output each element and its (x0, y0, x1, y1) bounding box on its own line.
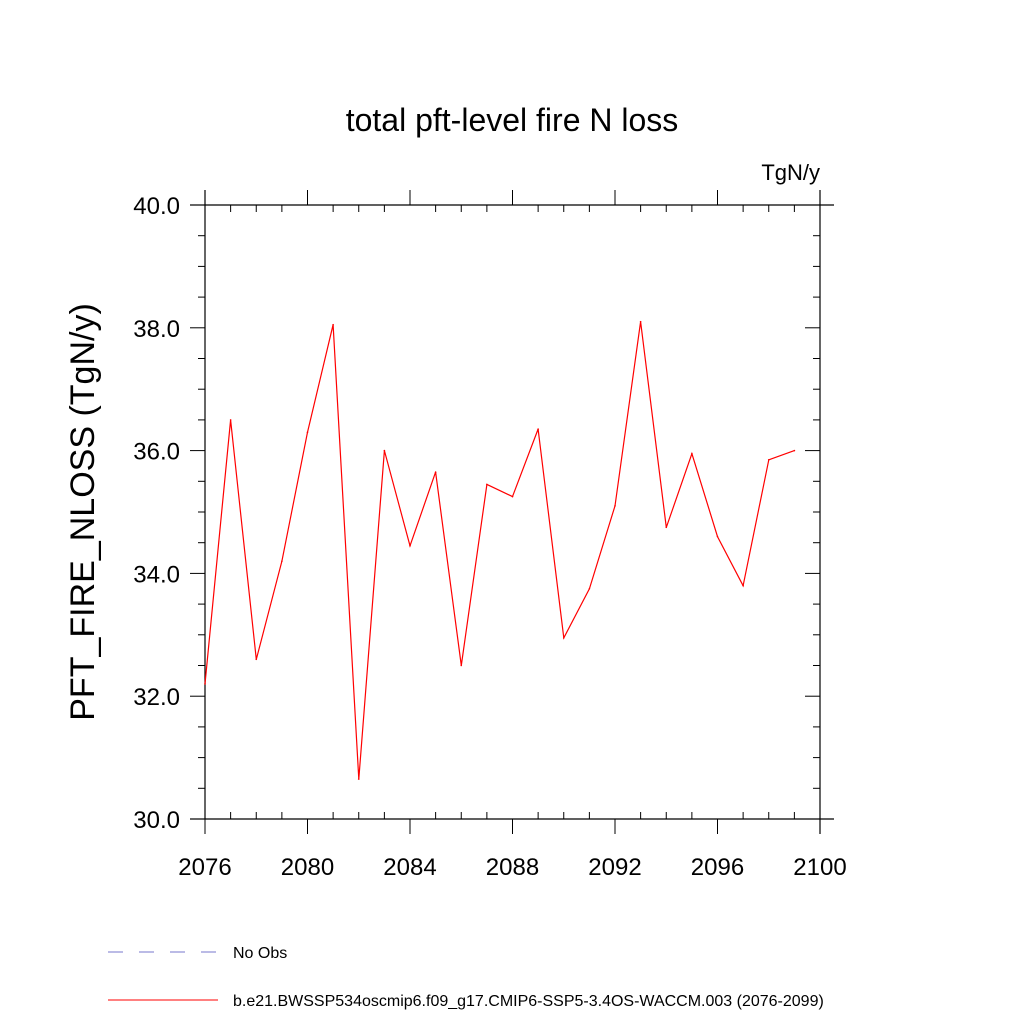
data-point (588, 587, 591, 590)
y-tick-label: 32.0 (133, 684, 180, 711)
x-tick-label: 2080 (281, 854, 334, 881)
y-axis-label: PFT_FIRE_NLOSS (TgN/y) (64, 303, 102, 721)
data-point (767, 459, 770, 461)
x-tick-label: 2084 (383, 854, 436, 881)
y-tick-label: 40.0 (133, 193, 180, 220)
data-point (357, 778, 360, 780)
data-point (255, 658, 258, 661)
x-tick-label: 2076 (178, 854, 231, 881)
data-point (486, 483, 488, 486)
data-point (383, 449, 386, 452)
y-tick-label: 30.0 (133, 807, 180, 834)
legend-label-0: No Obs (233, 945, 287, 962)
data-point (460, 664, 463, 667)
data-point (306, 431, 309, 433)
x-tick-label: 2100 (793, 854, 846, 881)
units-label: TgN/y (761, 160, 820, 185)
data-point (332, 323, 334, 326)
data-point (204, 683, 206, 685)
x-tick-label: 2096 (691, 854, 744, 881)
data-point (665, 526, 668, 529)
data-point (511, 495, 514, 498)
data-point (409, 544, 411, 547)
data-point (562, 637, 565, 639)
data-point (639, 320, 642, 323)
chart-title: total pft-level fire N loss (346, 102, 679, 138)
data-point (793, 449, 796, 452)
series-line-0 (204, 321, 795, 780)
data-point (281, 560, 283, 562)
legend-label-1: b.e21.BWSSP534oscmip6.f09_g17.CMIP6-SSP5… (233, 993, 824, 1010)
data-point (691, 452, 693, 455)
data-point (537, 428, 539, 430)
y-tick-label: 38.0 (133, 316, 180, 343)
data-point (614, 505, 616, 507)
data-point (229, 419, 232, 421)
data-point (716, 535, 719, 538)
x-tick-label: 2092 (588, 854, 641, 881)
y-tick-label: 36.0 (133, 439, 180, 466)
data-point (434, 471, 437, 473)
y-tick-label: 34.0 (133, 561, 180, 588)
data-point (742, 584, 744, 587)
x-tick-label: 2088 (486, 854, 539, 881)
